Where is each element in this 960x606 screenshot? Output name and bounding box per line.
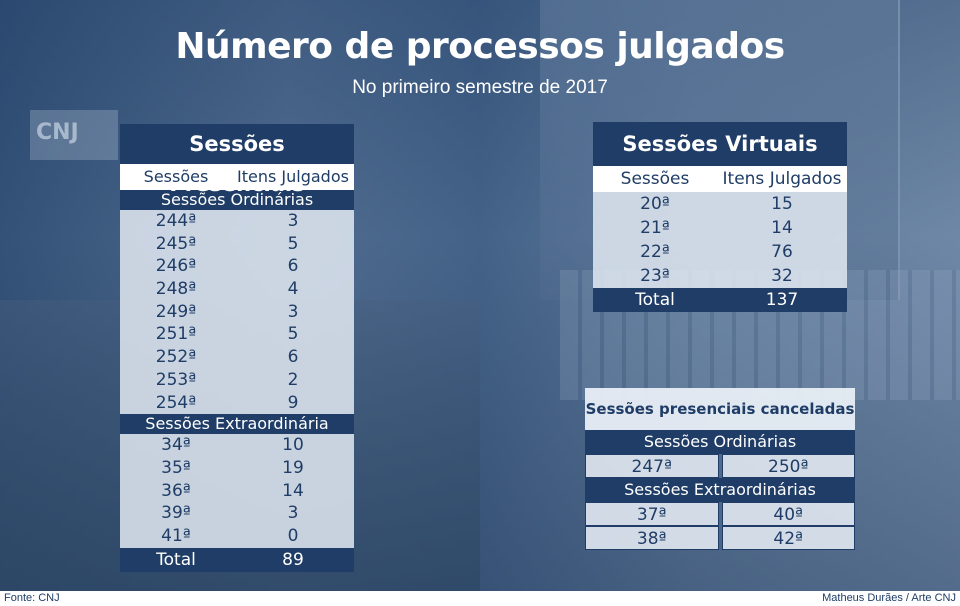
canceladas-ordinarias-label: Sessões Ordinárias (585, 430, 855, 454)
sessao-cell: 35ª (161, 457, 191, 478)
presenciais-column-header: Sessões Itens Julgados (120, 164, 354, 190)
sessao-cell: 39ª (161, 503, 191, 524)
col-sessoes: Sessões (143, 167, 209, 186)
table-row: 248ª 4 (120, 278, 354, 301)
sessao-cell: 250ª (721, 454, 855, 478)
table-row: 20ª 15 (593, 192, 847, 216)
table-row: 254ª 9 (120, 392, 354, 415)
itens-cell: 3 (287, 503, 299, 524)
itens-cell: 5 (287, 324, 299, 345)
total-label: Total (156, 549, 196, 570)
itens-cell: 4 (287, 279, 299, 300)
sessao-cell: 248ª (155, 279, 197, 300)
presenciais-ordinarias-body: 244ª 3 245ª 5 246ª 6 248ª 4 249ª 3 251ª 5 252ª… (120, 210, 354, 415)
table-row: 245ª 5 (120, 233, 354, 256)
sessao-cell: 246ª (155, 256, 197, 277)
sessao-cell: 37ª (585, 502, 719, 526)
itens-cell: 14 (771, 218, 793, 238)
presenciais-table: Sessões Presenciais Sessões Itens Julgad… (120, 124, 354, 572)
itens-cell: 76 (771, 242, 793, 262)
itens-cell: 5 (287, 233, 299, 254)
sessao-cell: 20ª (640, 194, 670, 214)
itens-cell: 14 (282, 480, 304, 501)
itens-cell: 10 (282, 435, 304, 456)
sessao-cell: 22ª (640, 242, 670, 262)
itens-cell: 6 (287, 256, 299, 277)
col-itens-julgados: Itens Julgados (722, 169, 842, 189)
itens-cell: 19 (282, 457, 304, 478)
table-row: 23ª 32 (593, 264, 847, 288)
virtuais-title: Sessões Virtuais (593, 122, 847, 166)
sessao-cell: 42ª (721, 526, 855, 550)
itens-cell: 2 (287, 369, 299, 390)
sessao-cell: 251ª (155, 324, 197, 345)
itens-cell: 15 (771, 194, 793, 214)
itens-cell: 3 (287, 301, 299, 322)
table-row: 36ª 14 (120, 480, 354, 503)
sessao-cell: 244ª (155, 211, 197, 231)
canceladas-extraordinarias-label: Sessões Extraordinárias (585, 478, 855, 502)
itens-cell: 9 (287, 392, 299, 413)
sessao-cell: 245ª (155, 233, 197, 254)
footer-source: Fonte: CNJ (4, 592, 60, 604)
itens-cell: 0 (287, 525, 299, 546)
col-sessoes: Sessões (620, 169, 690, 189)
virtuais-body: 20ª 15 21ª 14 22ª 76 23ª 32 (593, 192, 847, 288)
virtuais-total-row: Total 137 (593, 288, 847, 312)
table-row: 22ª 76 (593, 240, 847, 264)
canceladas-ordinarias-row: 247ª 250ª (585, 454, 855, 478)
table-row: 251ª 5 (120, 323, 354, 346)
sessao-cell: 23ª (640, 266, 670, 286)
table-row: 246ª 6 (120, 255, 354, 278)
table-row: 34ª 10 (120, 434, 354, 457)
background-logo: CNJ (30, 110, 118, 160)
sessao-cell: 247ª (585, 454, 719, 478)
table-row: 252ª 6 (120, 346, 354, 369)
presenciais-extraordinaria-body: 34ª 10 35ª 19 36ª 14 39ª 3 41ª 0 (120, 434, 354, 548)
presenciais-total-row: Total 89 (120, 547, 354, 572)
table-row: 249ª 3 (120, 301, 354, 324)
sessao-cell: 41ª (161, 525, 191, 546)
itens-cell: 3 (287, 211, 299, 231)
table-row: 35ª 19 (120, 457, 354, 480)
sessao-cell: 252ª (155, 347, 197, 368)
canceladas-title: Sessões presenciais canceladas (585, 388, 855, 430)
itens-cell: 32 (771, 266, 793, 286)
sessao-cell: 254ª (155, 392, 197, 413)
col-itens-julgados: Itens Julgados (237, 167, 349, 186)
table-row: 244ª 3 (120, 210, 354, 233)
table-row: 21ª 14 (593, 216, 847, 240)
sessao-cell: 21ª (640, 218, 670, 238)
total-value: 89 (282, 549, 304, 570)
virtuais-table: Sessões Virtuais Sessões Itens Julgados … (593, 122, 847, 312)
canceladas-extraordinarias-row: 38ª 42ª (585, 526, 855, 550)
table-row: 39ª 3 (120, 502, 354, 525)
sessao-cell: 253ª (155, 369, 197, 390)
presenciais-ordinarias-label: Sessões Ordinárias (120, 190, 354, 210)
sessao-cell: 34ª (161, 435, 191, 456)
page-subtitle: No primeiro semestre de 2017 (352, 77, 608, 98)
table-row: 253ª 2 (120, 369, 354, 392)
canceladas-table: Sessões presenciais canceladas Sessões O… (585, 388, 855, 550)
canceladas-extraordinarias-row: 37ª 40ª (585, 502, 855, 526)
presenciais-title: Sessões Presenciais (120, 124, 354, 196)
footer-credit: Matheus Durães / Arte CNJ (822, 592, 956, 604)
sessao-cell: 36ª (161, 480, 191, 501)
total-label: Total (635, 290, 675, 310)
virtuais-column-header: Sessões Itens Julgados (593, 166, 847, 192)
footer-bar: Fonte: CNJ Matheus Durães / Arte CNJ (0, 591, 960, 606)
sessao-cell: 40ª (721, 502, 855, 526)
sessao-cell: 38ª (585, 526, 719, 550)
table-row: 41ª 0 (120, 525, 354, 548)
itens-cell: 6 (287, 347, 299, 368)
sessao-cell: 249ª (155, 301, 197, 322)
total-value: 137 (765, 290, 799, 310)
presenciais-extraordinaria-label: Sessões Extraordinária (120, 414, 354, 435)
page-title: Número de processos julgados (175, 26, 785, 67)
